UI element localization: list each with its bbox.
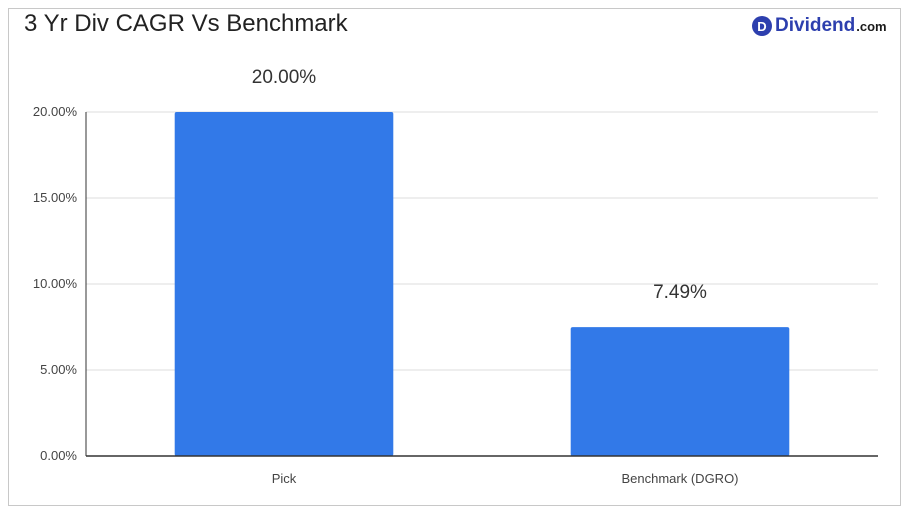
y-tick-label: 5.00% <box>40 362 77 377</box>
x-tick-label: Benchmark (DGRO) <box>621 471 738 486</box>
data-label: 20.00% <box>252 67 317 88</box>
data-label: 7.49% <box>653 282 707 303</box>
logo-name: Dividend <box>775 15 856 36</box>
y-tick-label: 15.00% <box>33 190 78 205</box>
chart-title: 3 Yr Div CAGR Vs Benchmark <box>24 10 348 37</box>
logo-suffix: .com <box>856 18 887 34</box>
bar <box>174 112 394 456</box>
y-tick-label: 10.00% <box>33 276 78 291</box>
x-tick-label: Pick <box>272 471 297 486</box>
y-tick-label: 0.00% <box>40 448 77 463</box>
y-tick-label: 20.00% <box>33 104 78 119</box>
dividend-logo[interactable]: D Dividend .com <box>752 14 887 38</box>
logo-badge-icon: D <box>752 16 772 36</box>
bar <box>570 327 790 456</box>
